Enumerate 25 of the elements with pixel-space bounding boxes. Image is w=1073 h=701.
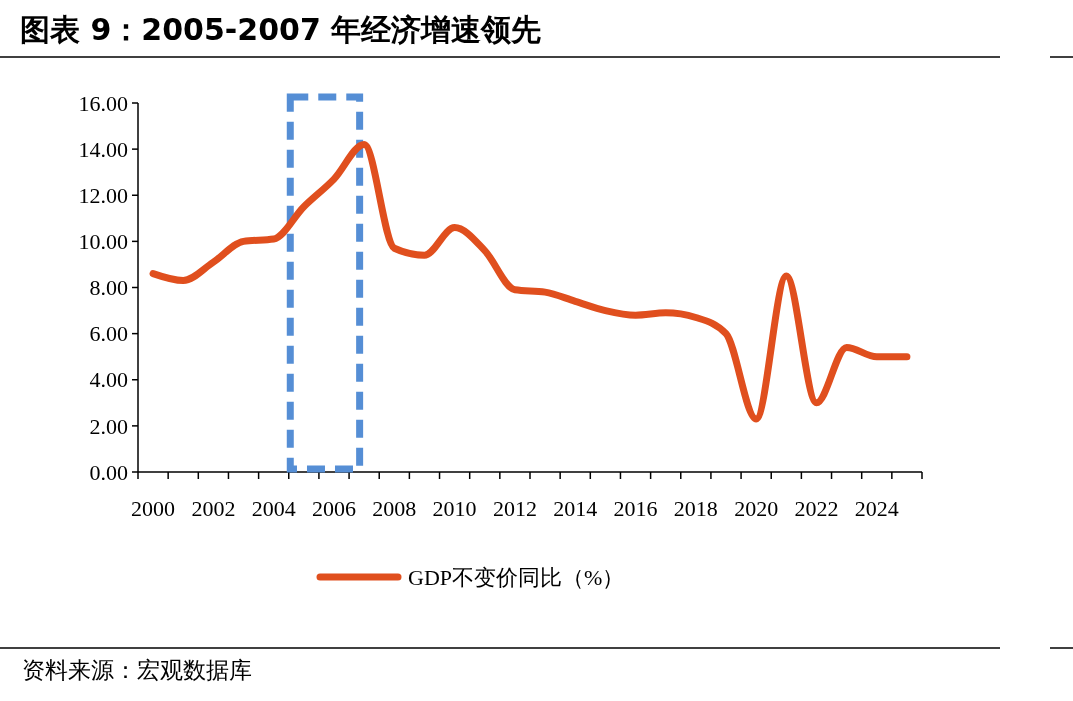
x-tick-label: 2002	[191, 496, 236, 521]
y-tick-label: 10.00	[78, 229, 128, 255]
x-tick-label: 2000	[131, 496, 176, 521]
y-tick-label: 8.00	[89, 275, 128, 301]
y-tick-label: 4.00	[89, 367, 128, 393]
legend-label: GDP不变价同比（%）	[408, 564, 625, 590]
y-tick-label: 16.00	[78, 90, 128, 116]
y-tick-label: 12.00	[78, 182, 128, 208]
x-tick-label: 2020	[734, 496, 779, 521]
x-tick-label: 2004	[251, 496, 296, 521]
x-tick-label: 2006	[312, 496, 356, 521]
x-tick-label: 2014	[553, 496, 598, 521]
x-tick-label: 2010	[432, 496, 477, 521]
chart-title: 图表 9：2005-2007 年经济增速领先	[20, 12, 542, 47]
x-tick-label: 2022	[794, 496, 839, 521]
x-tick-label: 2016	[613, 496, 658, 521]
y-tick-label: 14.00	[78, 136, 128, 162]
x-tick-label: 2018	[673, 496, 718, 521]
y-tick-label: 2.00	[89, 413, 128, 439]
x-tick-label: 2012	[492, 496, 537, 521]
text: 资料来源：宏观数据库	[22, 657, 252, 683]
x-tick-label: 2024	[854, 496, 899, 521]
y-tick-label: 0.00	[89, 459, 128, 485]
y-tick-label: 6.00	[89, 321, 128, 347]
x-tick-label: 2008	[372, 496, 417, 521]
